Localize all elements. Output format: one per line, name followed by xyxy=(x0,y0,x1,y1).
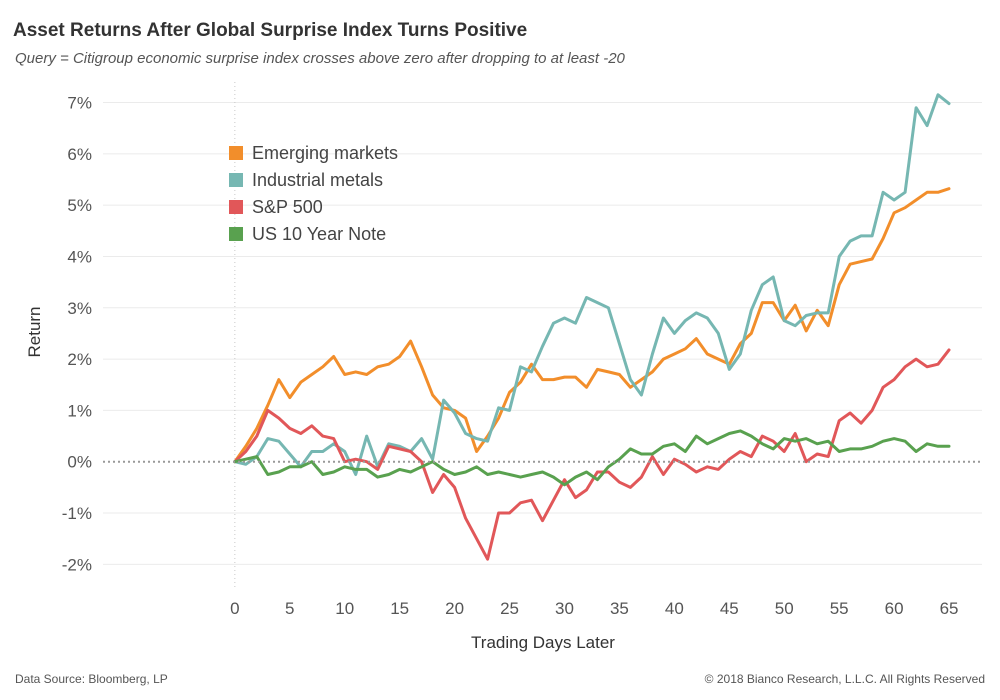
x-tick-label: 40 xyxy=(665,599,684,618)
legend-swatch xyxy=(229,173,243,187)
data-source-note: Data Source: Bloomberg, LP xyxy=(15,672,168,686)
legend-swatch xyxy=(229,227,243,241)
series-line xyxy=(233,348,951,561)
legend-label: US 10 Year Note xyxy=(252,224,386,244)
chart-subtitle: Query = Citigroup economic surprise inde… xyxy=(15,50,625,67)
y-tick-label: -2% xyxy=(62,555,92,574)
series-lines xyxy=(103,93,982,561)
legend-label: Emerging markets xyxy=(252,143,398,163)
chart-title: Asset Returns After Global Surprise Inde… xyxy=(13,20,528,41)
x-tick-label: 55 xyxy=(830,599,849,618)
series-line xyxy=(233,429,951,487)
x-tick-label: 10 xyxy=(335,599,354,618)
x-tick-label: 25 xyxy=(500,599,519,618)
x-tick-label: 60 xyxy=(885,599,904,618)
y-axis-label: Return xyxy=(25,306,44,357)
x-tick-label: 30 xyxy=(555,599,574,618)
y-tick-label: 3% xyxy=(67,299,92,318)
y-tick-label: 0% xyxy=(67,453,92,472)
grid-lines xyxy=(103,82,982,590)
legend-label: S&P 500 xyxy=(252,197,323,217)
legend-swatch xyxy=(229,200,243,214)
x-tick-label: 45 xyxy=(720,599,739,618)
x-tick-label: 35 xyxy=(610,599,629,618)
y-tick-label: 6% xyxy=(67,145,92,164)
legend: Emerging markets Industrial metals S&P 500… xyxy=(229,143,398,244)
y-tick-label: 7% xyxy=(67,94,92,113)
axes: -2% -1% 0% 1% 2% 3% 4% 5% 6% 7% 0 5 10 15 20 25 30 35 40 45… xyxy=(62,94,959,618)
x-tick-label: 5 xyxy=(285,599,294,618)
legend-label: Industrial metals xyxy=(252,170,383,190)
legend-swatch xyxy=(229,146,243,160)
series-line xyxy=(233,187,951,464)
x-tick-label: 65 xyxy=(940,599,959,618)
copyright-note: © 2018 Bianco Research, L.L.C. All Right… xyxy=(704,672,985,686)
x-axis-label: Trading Days Later xyxy=(471,633,615,652)
x-tick-label: 20 xyxy=(445,599,464,618)
series-line xyxy=(233,93,951,476)
y-tick-label: -1% xyxy=(62,504,92,523)
x-tick-label: 50 xyxy=(775,599,794,618)
y-tick-label: 5% xyxy=(67,196,92,215)
y-tick-label: 2% xyxy=(67,350,92,369)
y-tick-label: 4% xyxy=(67,247,92,266)
x-tick-label: 0 xyxy=(230,599,239,618)
y-tick-label: 1% xyxy=(67,401,92,420)
x-tick-label: 15 xyxy=(390,599,409,618)
